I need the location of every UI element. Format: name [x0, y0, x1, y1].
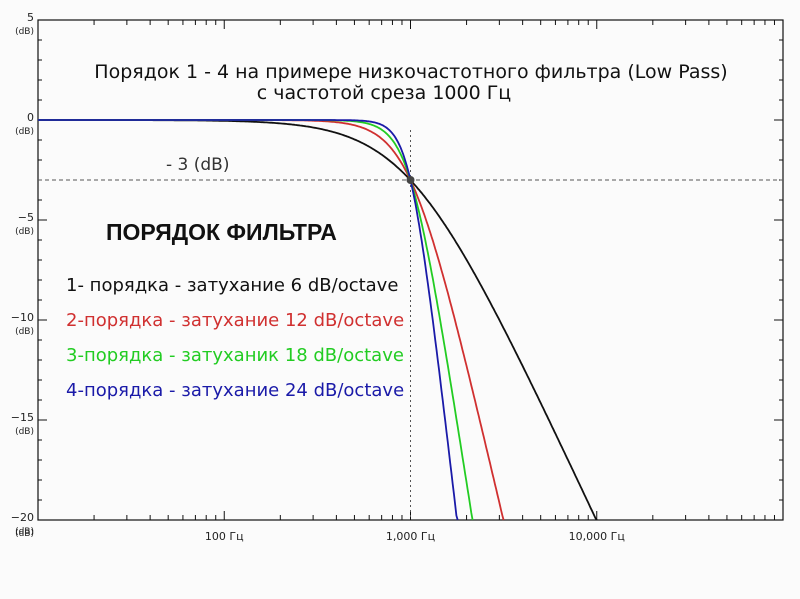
series-line-order-4 [38, 119, 459, 521]
curves-layer [38, 119, 598, 521]
chart-title-line-2: с частотой среза 1000 Гц [257, 82, 512, 104]
y-tick-label: −5 [18, 211, 34, 224]
x-tick-label: 1,000 Гц [386, 530, 435, 543]
y-unit-label: (dB) [15, 227, 34, 237]
legend-title: ПОРЯДОК ФИЛЬТРА [106, 219, 337, 245]
y-unit-label: (dB) [15, 527, 34, 537]
x-axis-unit-label: (dB) [15, 529, 34, 539]
y-tick-label: −20 [11, 511, 34, 524]
axes-layer: 5 (dB) 0 (dB) −5 (dB) −10 (dB) −15 (dB) −20 (dB) 100… [11, 11, 784, 543]
y-tick-label: 5 [27, 11, 34, 24]
x-tick-label: 10,000 Гц [569, 530, 625, 543]
legend-item-order-1: 1- порядка - затухание 6 dB/octave [66, 275, 398, 296]
cutoff-db-label: - 3 (dB) [166, 155, 229, 175]
legend: 1- порядка - затухание 6 dB/octave 2-поря… [66, 275, 404, 401]
y-unit-label: (dB) [15, 127, 34, 137]
y-unit-label: (dB) [15, 27, 34, 37]
y-unit-label: (dB) [15, 327, 34, 337]
legend-item-order-3: 3-порядка - затуханик 18 dB/octave [66, 345, 404, 366]
y-tick-label: 0 [27, 111, 34, 124]
y-tick-label: −10 [11, 311, 34, 324]
cutoff-point-marker [406, 176, 415, 184]
legend-item-order-2: 2-порядка - затухание 12 dB/octave [66, 310, 404, 331]
y-tick-label: −15 [11, 411, 34, 424]
text-layer: Порядок 1 - 4 на примере низкочастотного… [94, 61, 727, 245]
legend-item-order-4: 4-порядка - затухание 24 dB/octave [66, 380, 404, 401]
x-tick-label: 100 Гц [205, 530, 244, 543]
y-unit-label: (dB) [15, 427, 34, 437]
chart-title-line-1: Порядок 1 - 4 на примере низкочастотного… [94, 61, 727, 83]
